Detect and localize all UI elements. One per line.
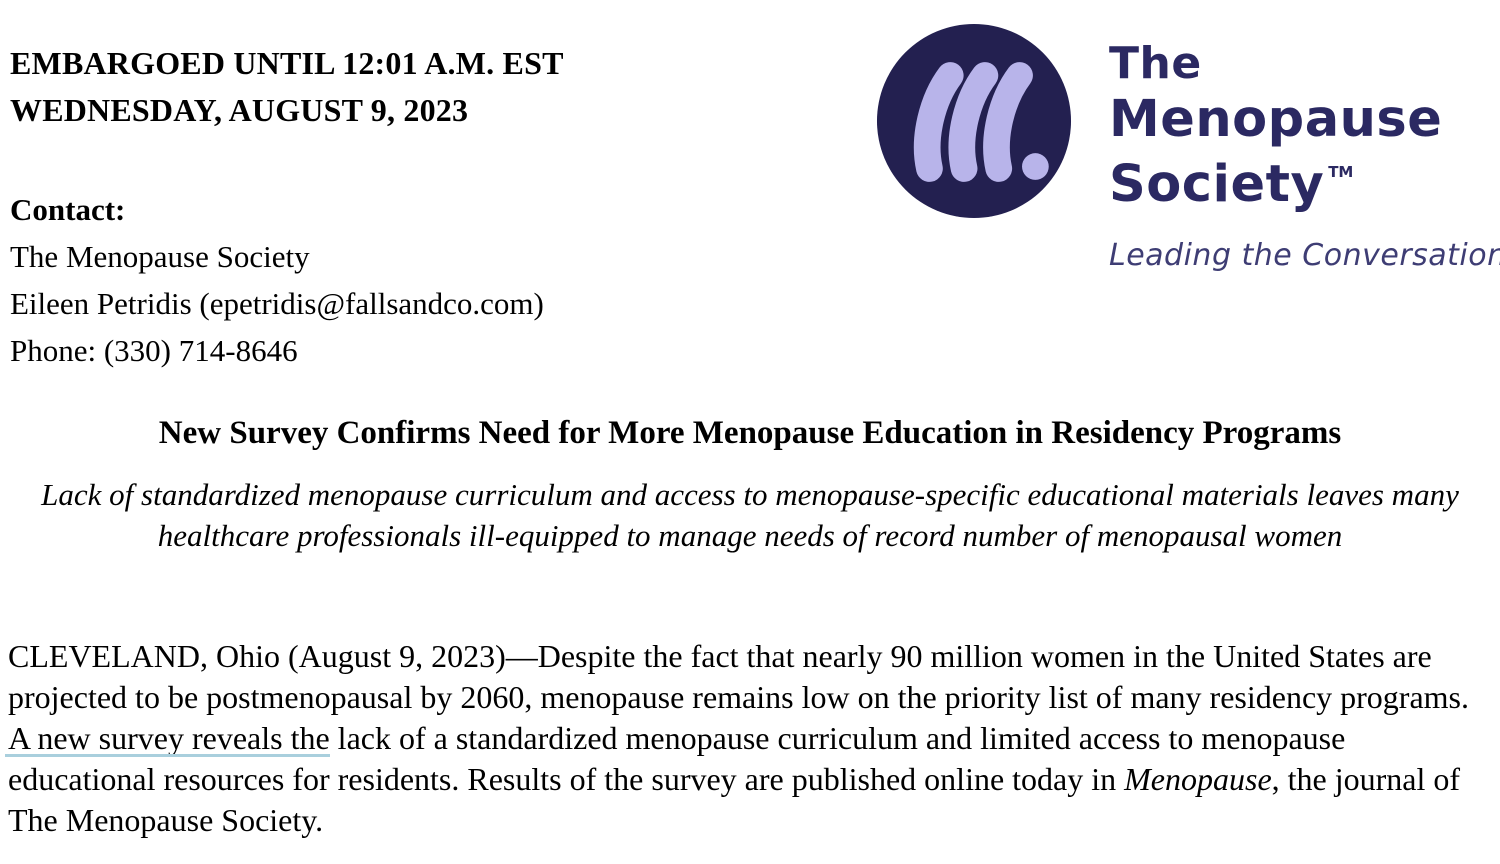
- contact-phone: Phone: (330) 714-8646: [10, 333, 298, 368]
- trademark-symbol: TM: [1328, 163, 1354, 181]
- embargo-line-2: WEDNESDAY, AUGUST 9, 2023: [10, 92, 469, 128]
- inline-link-underline[interactable]: [5, 754, 330, 757]
- body-text-part2: , the journal of The Menopause Society.: [8, 761, 1461, 838]
- headline: New Survey Confirms Need for More Menopa…: [158, 415, 1342, 451]
- journal-title: Menopause: [1124, 761, 1272, 797]
- contact-person-email: Eileen Petridis (epetridis@fallsandco.co…: [10, 286, 544, 321]
- contact-label: Contact:: [10, 192, 126, 227]
- contact-block: Contact: The Menopause Society Eileen Pe…: [10, 186, 544, 374]
- logo-mark-icon: [876, 23, 1072, 219]
- logo-tagline: Leading the Conversation: [1109, 238, 1500, 273]
- logo-word-menopause: Menopause: [1109, 90, 1443, 149]
- body-paragraph: CLEVELAND, Ohio (August 9, 2023)—Despite…: [8, 636, 1494, 841]
- logo-wordmark: The Menopause Society TM Leading the Conv…: [1109, 22, 1500, 273]
- logo-word-society-text: Society: [1109, 155, 1325, 214]
- body-text-part1: CLEVELAND, Ohio (August 9, 2023)—Despite…: [8, 638, 1469, 797]
- contact-organization: The Menopause Society: [10, 239, 310, 274]
- subheadline: Lack of standardized menopause curriculu…: [41, 477, 1459, 553]
- embargo-notice: EMBARGOED UNTIL 12:01 A.M. EST WEDNESDAY…: [10, 40, 564, 134]
- logo-word-society: Society TM: [1109, 149, 1500, 214]
- embargo-line-1: EMBARGOED UNTIL 12:01 A.M. EST: [10, 45, 564, 81]
- menopause-society-logo: The Menopause Society TM Leading the Conv…: [875, 22, 1500, 273]
- logo-word-the: The: [1109, 38, 1202, 89]
